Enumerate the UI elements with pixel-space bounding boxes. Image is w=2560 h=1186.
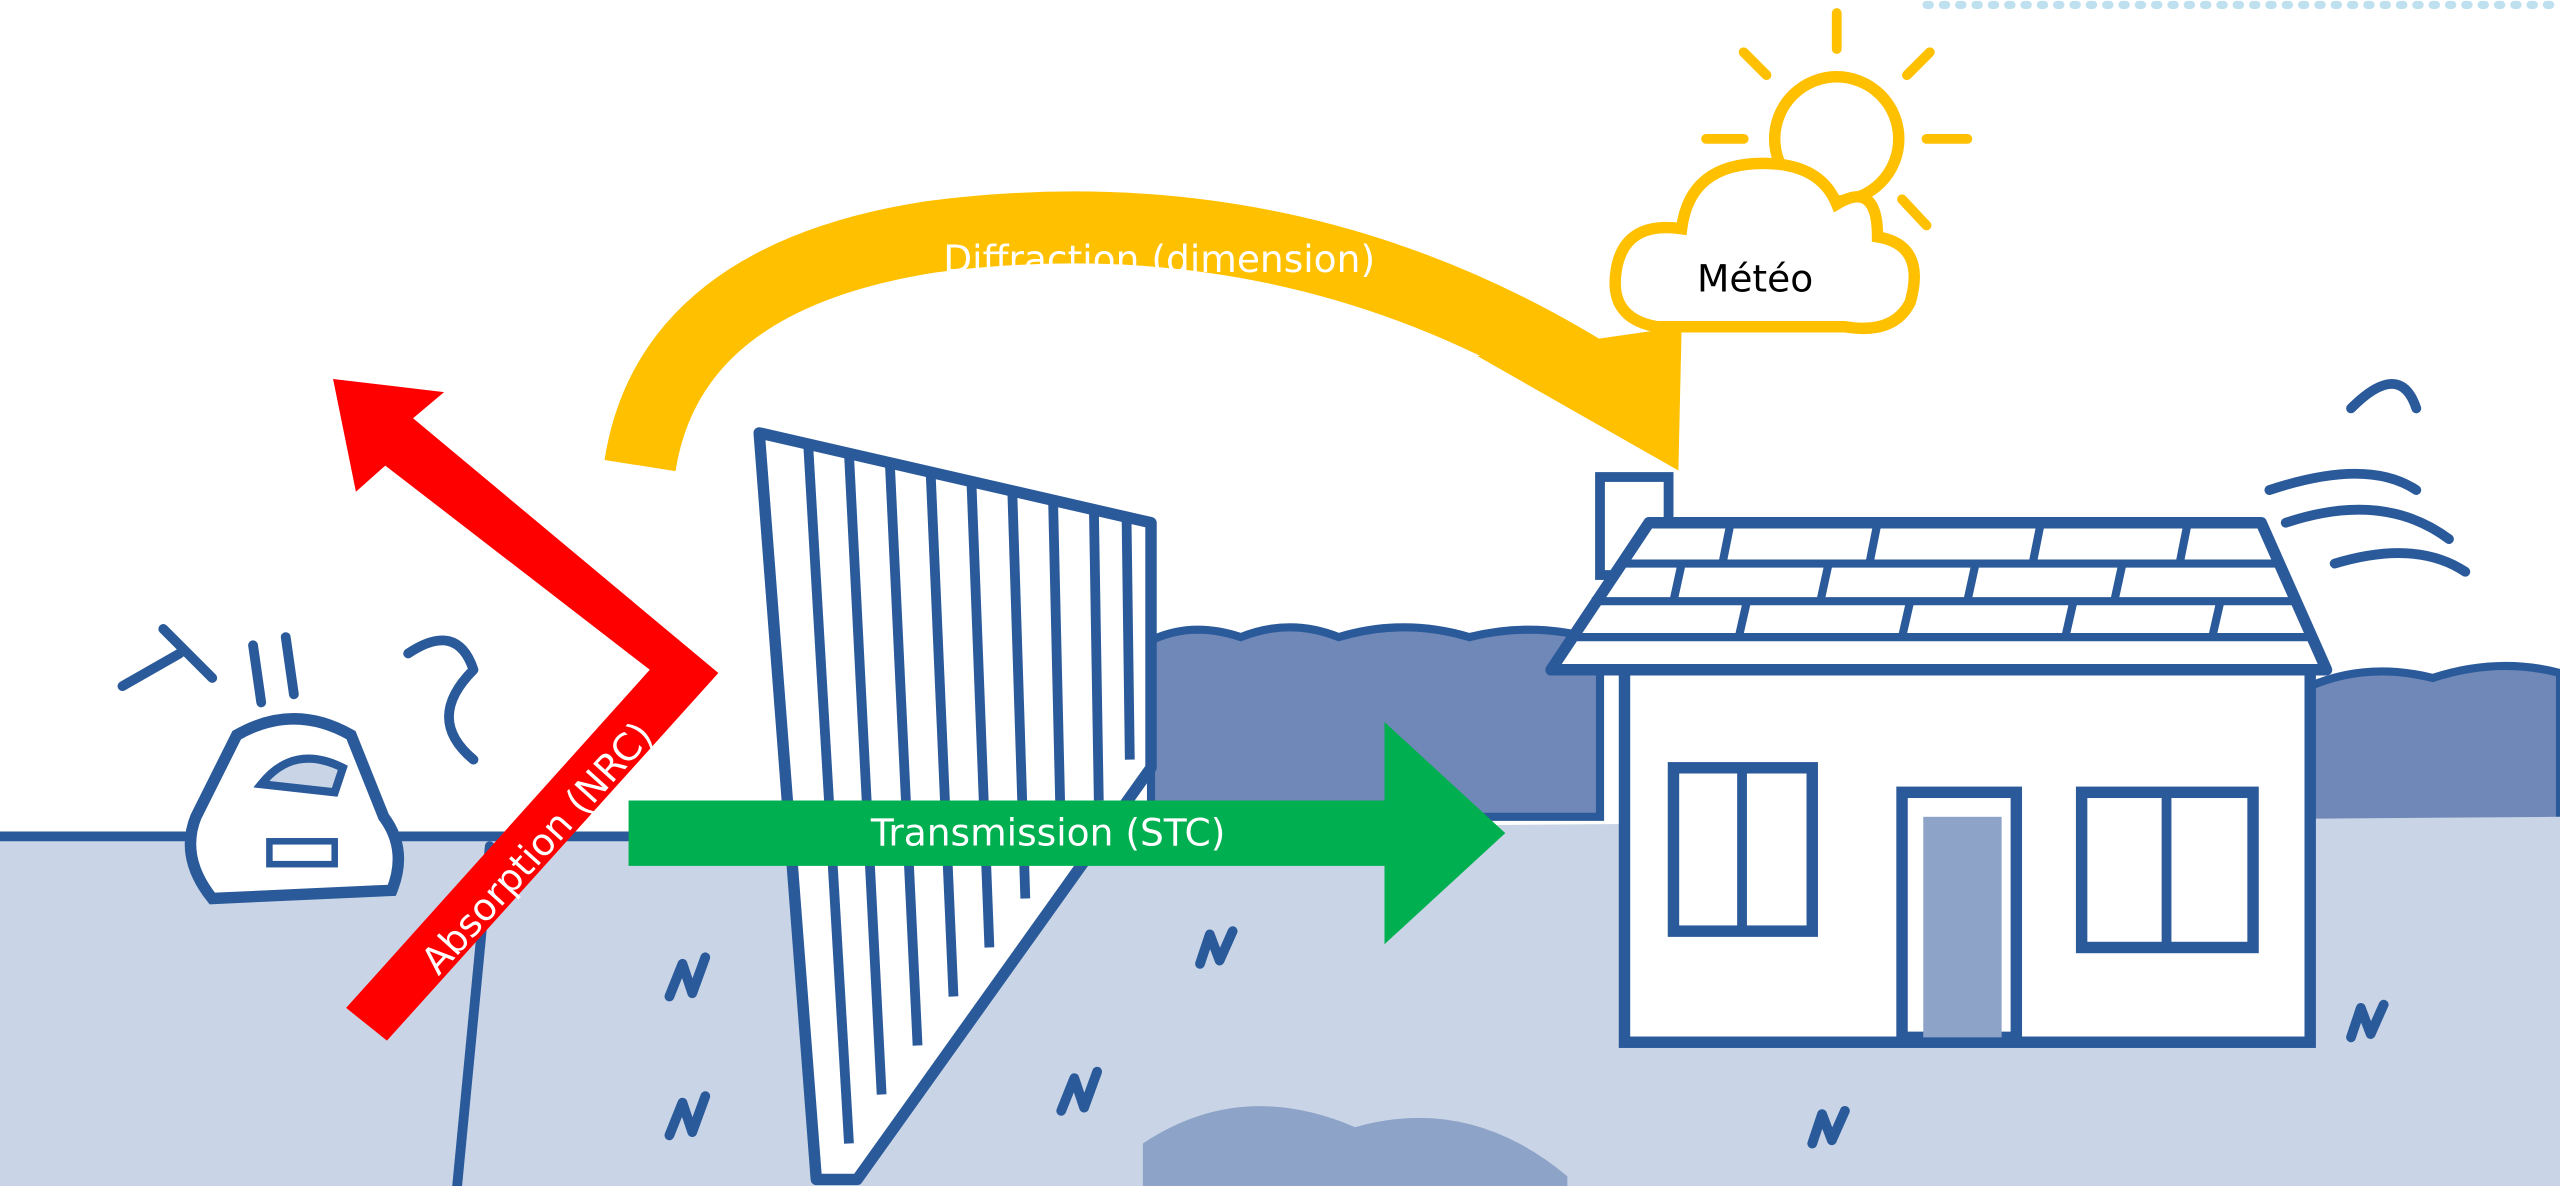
hedge [1146, 623, 1605, 821]
line-art [1734, 600, 1751, 639]
line-art [1121, 516, 1135, 760]
weather-label: Météo [1697, 256, 1813, 300]
line-art [925, 471, 959, 997]
noise-lines [117, 624, 479, 765]
line-art [2061, 600, 2078, 639]
line-art [884, 462, 923, 1046]
car [184, 713, 405, 905]
diffraction-label: Diffraction (dimension) [943, 237, 1375, 281]
diffraction-arrow [604, 191, 1637, 472]
hedge-right [2306, 661, 2560, 830]
line-art [1898, 600, 1915, 639]
line-art [966, 481, 995, 948]
line-art [1088, 507, 1104, 801]
line-art [844, 453, 887, 1095]
wind [2264, 379, 2471, 577]
line-art [1048, 499, 1067, 850]
line-art [1865, 521, 1882, 565]
car-windshield [253, 754, 348, 797]
line-art [2175, 521, 2192, 565]
line-art [2028, 521, 2045, 565]
transmission-label: Transmission (STC) [870, 810, 1225, 854]
grass-tufts [664, 926, 2389, 1149]
line-art [1718, 521, 1735, 565]
line-art [1807, 1105, 1850, 1149]
gravel [1142, 1106, 1568, 1186]
transmission-arrow [628, 722, 1506, 945]
sun-rays [1701, 8, 1973, 231]
door [1923, 816, 2002, 1038]
line-art [664, 1091, 711, 1141]
line-art [1056, 1066, 1103, 1116]
diffraction-arrowhead [1477, 326, 1682, 471]
line-art [2110, 562, 2127, 603]
line-art [1963, 562, 1980, 603]
line-art [803, 444, 854, 1144]
roof-tiles [1570, 521, 2311, 642]
line-art [1902, 47, 1935, 81]
weather-cloud [1609, 157, 1920, 335]
line-art [1897, 194, 1932, 231]
line-art [664, 952, 711, 1002]
line-art [2208, 600, 2225, 639]
roof [1545, 517, 2333, 676]
line-art [1816, 562, 1833, 603]
line-art [2346, 999, 2389, 1043]
absorption-arrow [333, 378, 719, 1041]
line-art [1738, 47, 1772, 81]
line-art [1195, 926, 1238, 969]
car-plate [266, 838, 338, 868]
line-art [1669, 562, 1686, 603]
